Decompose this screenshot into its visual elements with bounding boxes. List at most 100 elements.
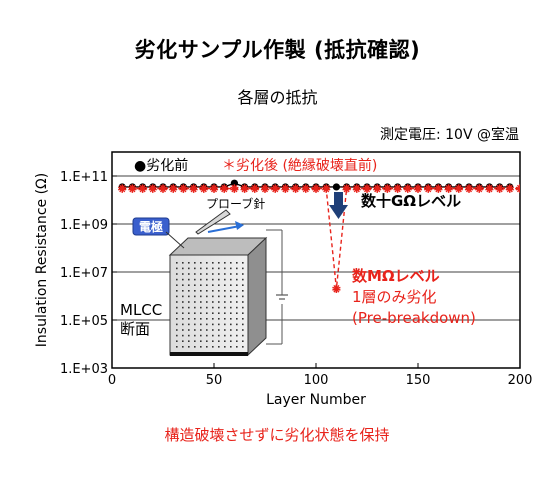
mlcc-layer-dot <box>194 334 196 337</box>
data-point-degraded <box>199 184 209 193</box>
mlcc-layer-dot <box>182 262 184 264</box>
mlcc-layer-dot <box>242 301 244 303</box>
single-layer-label: 1層のみ劣化 <box>352 288 437 306</box>
mlcc-layer-dot <box>242 329 244 331</box>
asterisk-stroke <box>282 184 289 193</box>
mlcc-layer-dot <box>188 312 190 314</box>
data-point-degraded <box>179 184 188 193</box>
mlcc-layer-dot <box>188 284 190 286</box>
asterisk-stroke <box>312 184 320 193</box>
mlcc-layer-dot <box>176 278 178 281</box>
mlcc-layer-dot <box>230 273 232 275</box>
mlcc-layer-dot <box>176 329 178 331</box>
asterisk-stroke <box>414 184 422 193</box>
mlcc-layer-dot <box>236 312 238 314</box>
mlcc-layer-dot <box>242 290 244 292</box>
mlcc-layer-dot <box>188 334 190 337</box>
mlcc-layer-dot <box>176 346 178 348</box>
mlcc-layer-dot <box>188 340 190 342</box>
mlcc-layer-dot <box>194 346 196 348</box>
mlcc-layer-dot <box>230 295 232 298</box>
mlcc-layer-dot <box>224 306 226 309</box>
mlcc-layer-dot <box>188 329 190 331</box>
mlcc-layer-dot <box>224 312 226 314</box>
asterisk-stroke <box>231 184 238 193</box>
data-point-degraded <box>138 184 147 193</box>
data-point-degraded <box>403 184 413 193</box>
asterisk-stroke <box>119 184 126 193</box>
asterisk-stroke <box>425 184 432 193</box>
data-point-degraded <box>168 184 178 193</box>
mlcc-layer-dot <box>176 323 178 326</box>
asterisk-stroke <box>515 186 520 190</box>
mlcc-layer-dot <box>212 273 214 275</box>
asterisk-stroke <box>404 184 411 193</box>
data-point-degraded <box>230 184 239 193</box>
mlcc-layer-dot <box>212 318 214 320</box>
legend-normal: ●劣化前 <box>134 157 188 174</box>
mlcc-layer-dot <box>200 334 202 337</box>
mlcc-layer-dot <box>194 273 196 275</box>
mlcc-layer-dot <box>218 273 220 275</box>
mlcc-layer-dot <box>194 323 196 326</box>
y-axis-label: Insulation Resistance (Ω) <box>34 173 50 347</box>
mlcc-layer-dot <box>176 340 178 342</box>
data-point-degraded <box>128 184 137 193</box>
mlcc-layer-dot <box>182 290 184 292</box>
mlcc-layer-dot <box>206 323 208 326</box>
data-point-degraded <box>250 184 260 193</box>
x-tick-label: 50 <box>206 373 223 388</box>
mlcc-internal-layers <box>176 262 244 348</box>
asterisk-stroke <box>210 184 218 193</box>
mlcc-layer-dot <box>206 301 208 303</box>
x-ticks: 0 50 100 150 200 <box>108 363 532 388</box>
mlcc-layer-dot <box>182 301 184 303</box>
mlcc-layer-dot <box>230 284 232 286</box>
asterisk-stroke <box>435 184 442 193</box>
mlcc-layer-dot <box>182 284 184 286</box>
mlcc-layer-dot <box>218 306 220 309</box>
mlcc-layer-dot <box>230 267 232 270</box>
mlcc-layer-dot <box>236 334 238 337</box>
mlcc-layer-dot <box>176 312 178 314</box>
asterisk-stroke <box>170 184 177 193</box>
mlcc-layer-dot <box>242 306 244 309</box>
mlcc-layer-dot <box>212 295 214 298</box>
asterisk-stroke <box>516 184 520 190</box>
electrode-label: 電極 <box>139 219 163 234</box>
asterisk-stroke <box>445 184 452 193</box>
mlcc-layer-dot <box>188 346 190 348</box>
mlcc-layer-dot <box>206 346 208 348</box>
series-degraded-marks <box>117 184 520 293</box>
mlcc-layer-dot <box>242 340 244 342</box>
mlcc-layer-dot <box>212 290 214 292</box>
mlcc-layer-dot <box>194 278 196 281</box>
mlcc-layer-dot <box>176 295 178 298</box>
mlcc-layer-dot <box>242 267 244 270</box>
asterisk-stroke <box>363 184 371 193</box>
mlcc-layer-dot <box>182 278 184 281</box>
data-point-degraded <box>332 284 341 293</box>
mlcc-layer-dot <box>230 346 232 348</box>
asterisk-stroke <box>496 184 503 193</box>
mlcc-layer-dot <box>194 262 196 264</box>
asterisk-stroke <box>180 184 187 193</box>
mlcc-layer-dot <box>194 340 196 342</box>
asterisk-stroke <box>149 184 156 193</box>
data-point-degraded <box>321 184 331 193</box>
data-point-degraded <box>423 184 433 193</box>
mlcc-layer-dot <box>230 318 232 320</box>
page-subtitle: 各層の抵抗 <box>237 88 318 107</box>
mlcc-layer-dot <box>188 278 190 281</box>
mlcc-layer-dot <box>206 318 208 320</box>
asterisk-stroke <box>486 184 493 193</box>
data-point-degraded <box>311 184 321 193</box>
mlcc-layer-dot <box>236 340 238 342</box>
probe-needle-icon <box>195 209 231 235</box>
mlcc-layer-dot <box>188 262 190 264</box>
mlcc-layer-dot <box>176 318 178 320</box>
mlcc-layer-dot <box>182 340 184 342</box>
mlcc-layer-dot <box>242 295 244 298</box>
asterisk-stroke <box>261 184 269 193</box>
mlcc-layer-dot <box>218 301 220 303</box>
